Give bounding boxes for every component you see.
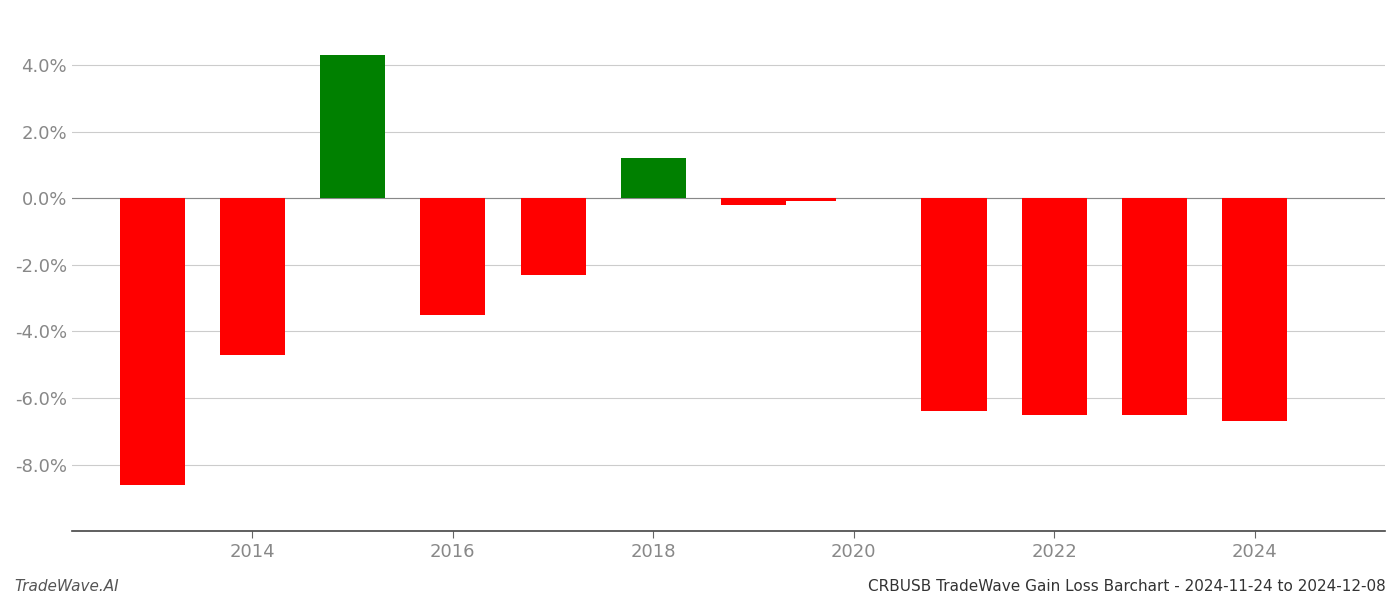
Bar [1121,198,1187,415]
Text: TradeWave.AI: TradeWave.AI [14,579,119,594]
Bar [620,158,686,198]
Bar [420,198,486,315]
Text: CRBUSB TradeWave Gain Loss Barchart - 2024-11-24 to 2024-12-08: CRBUSB TradeWave Gain Loss Barchart - 20… [868,579,1386,594]
Bar [771,198,836,202]
Bar [1022,198,1086,415]
Bar [721,198,787,205]
Bar [921,198,987,412]
Bar [521,198,585,275]
Bar [119,198,185,485]
Bar [321,55,385,198]
Bar [1222,198,1287,421]
Bar [220,198,286,355]
